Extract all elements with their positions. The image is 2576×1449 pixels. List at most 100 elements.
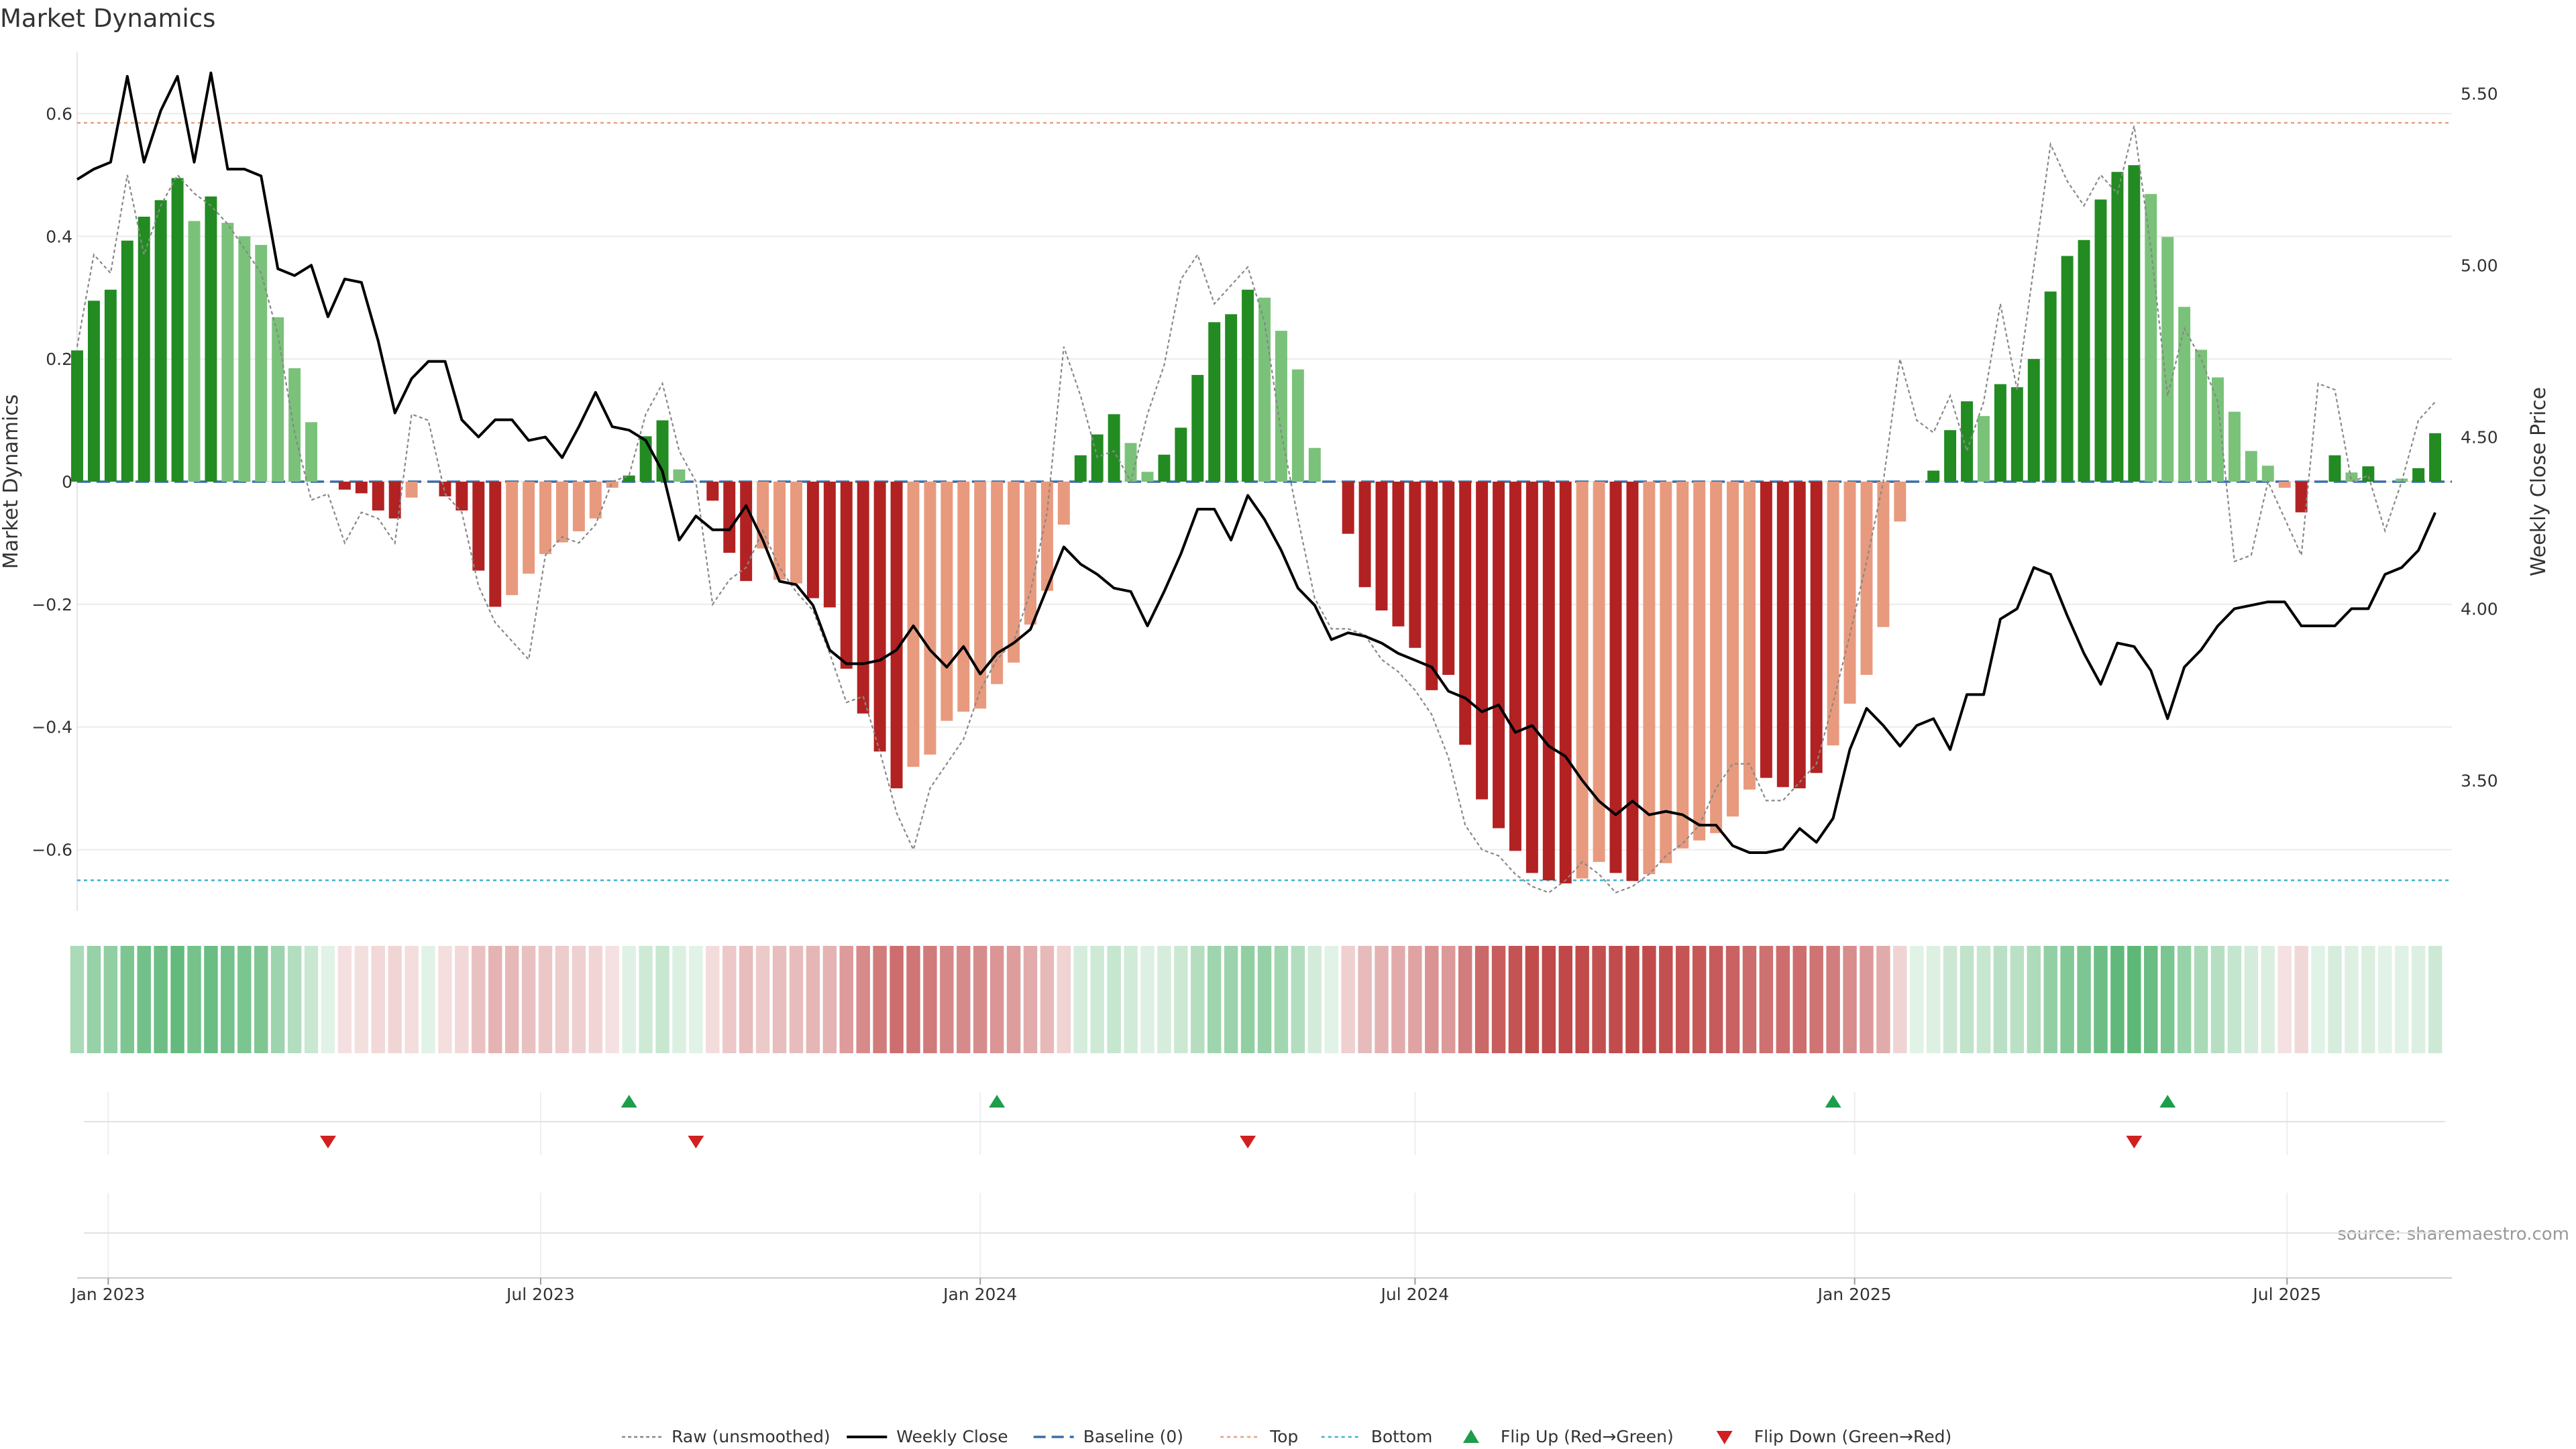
legend-label: Top [1269, 1427, 1298, 1446]
momentum-bar [1392, 482, 1405, 627]
heat-cell [455, 946, 469, 1053]
heat-cell [1324, 946, 1338, 1053]
heat-cell [354, 946, 369, 1053]
heat-cell [1491, 946, 1506, 1053]
heat-cell [87, 946, 101, 1053]
momentum-bar [2429, 433, 2442, 482]
heat-cell [789, 946, 804, 1053]
momentum-bar [388, 482, 401, 519]
heat-cell [1692, 946, 1707, 1053]
heat-cell [321, 946, 335, 1053]
momentum-bar [1810, 482, 1823, 773]
heat-cell [1207, 946, 1222, 1053]
momentum-bar [1727, 482, 1739, 817]
momentum-bar [1843, 482, 1856, 704]
momentum-bar [1175, 427, 1187, 482]
momentum-bar [1643, 482, 1656, 875]
momentum-bar [1124, 443, 1137, 482]
heat-cell [1508, 946, 1523, 1053]
flip-down-marker [2126, 1136, 2143, 1148]
heat-cell [2294, 946, 2308, 1053]
heat-cell [1525, 946, 1540, 1053]
heat-cell [1425, 946, 1439, 1053]
heat-cell [237, 946, 252, 1053]
momentum-bar [506, 482, 519, 596]
momentum-bar [355, 482, 368, 494]
momentum-bar [1977, 416, 1990, 482]
momentum-bar [623, 475, 635, 482]
heat-cell [923, 946, 937, 1053]
heat-cell [1659, 946, 1673, 1053]
weekly-close-series [76, 71, 2436, 854]
momentum-bar [221, 223, 234, 482]
momentum-bar [1426, 482, 1438, 690]
momentum-bar [907, 482, 920, 767]
momentum-bar [87, 301, 100, 482]
heat-cell [639, 946, 653, 1053]
heat-cell [488, 946, 502, 1053]
momentum-bar [1375, 482, 1388, 610]
heat-cell [890, 946, 904, 1053]
legend-item-raw: Raw (unsmoothed) [622, 1427, 830, 1446]
heat-cell [1090, 946, 1104, 1053]
heat-cell [772, 946, 787, 1053]
legend-label: Baseline (0) [1083, 1427, 1183, 1446]
flip-down-marker [688, 1136, 704, 1148]
momentum-bar [1576, 482, 1589, 879]
momentum-bar [857, 482, 869, 714]
momentum-bar [1040, 482, 1053, 591]
momentum-bar [1559, 482, 1572, 883]
momentum-bar [1710, 482, 1723, 833]
momentum-bars [71, 165, 2442, 883]
momentum-bar [941, 482, 953, 721]
momentum-bar [2061, 256, 2074, 482]
legend-item-baseline: Baseline (0) [1033, 1427, 1183, 1446]
legend-swatch [1462, 1430, 1479, 1443]
x-tick-label: Jan 2025 [1817, 1285, 1892, 1304]
heat-cell [388, 946, 402, 1053]
heat-cell [1742, 946, 1757, 1053]
x-tick-label: Jul 2023 [505, 1285, 575, 1304]
momentum-bar [1208, 322, 1221, 482]
heat-cell [973, 946, 987, 1053]
momentum-bar [1158, 454, 1171, 482]
momentum-bar [121, 240, 133, 482]
heat-cell [1592, 946, 1606, 1053]
heat-cell [588, 946, 603, 1053]
heat-cell [1107, 946, 1121, 1053]
y-tick-label: 0.2 [46, 350, 72, 369]
heat-cell [1040, 946, 1055, 1053]
y2-tick-label: 5.50 [2461, 84, 2498, 103]
heat-cell [1375, 946, 1389, 1053]
heat-cell [2077, 946, 2091, 1053]
momentum-bar [1944, 430, 1957, 482]
momentum-bar [171, 178, 184, 482]
y2-tick-label: 3.50 [2461, 771, 2498, 790]
heat-cell [2261, 946, 2275, 1053]
momentum-bar [1961, 401, 1974, 482]
momentum-bar [706, 482, 719, 501]
momentum-bar [974, 482, 987, 709]
y-axis-ticks: −0.6 −0.4 −0.2 0 0.2 0.4 0.6 [32, 104, 72, 859]
momentum-bar [2328, 455, 2341, 482]
momentum-bar [439, 482, 451, 496]
momentum-bar [1242, 289, 1254, 482]
heat-cell [739, 946, 753, 1053]
heat-cell [1391, 946, 1405, 1053]
momentum-bar [255, 245, 268, 482]
momentum-bar [1509, 482, 1521, 851]
heat-cell [706, 946, 720, 1053]
chart-title: Market Dynamics [0, 4, 215, 33]
momentum-bar [1626, 482, 1639, 881]
heat-cell [1993, 946, 2008, 1053]
flip-down-marker [1240, 1136, 1256, 1148]
heat-cell [1442, 946, 1456, 1053]
momentum-bar [740, 482, 753, 582]
momentum-bar [1894, 482, 1907, 522]
y2-axis-ticks: 3.50 4.00 4.50 5.00 5.50 [2461, 84, 2498, 790]
heat-cell [989, 946, 1004, 1053]
momentum-bar [1743, 482, 1756, 790]
heat-cell [873, 946, 887, 1053]
momentum-bar [1525, 482, 1538, 873]
heat-cell [2210, 946, 2225, 1053]
